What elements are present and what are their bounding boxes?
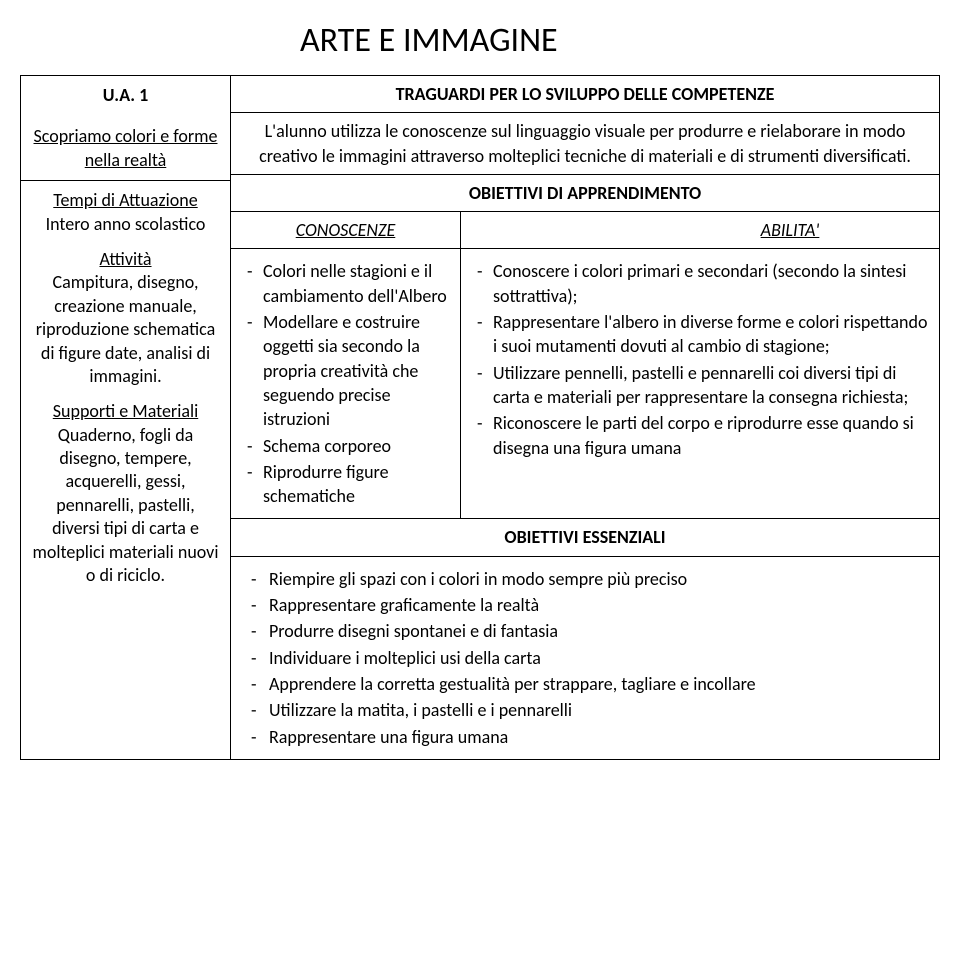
page-title: ARTE E IMMAGINE [20,20,940,61]
list-item: Riconoscere le parti del corpo e riprodu… [475,411,929,460]
ua-cell: U.A. 1 Scopriamo colori e forme nella re… [21,76,230,181]
traguardi-body: L'alunno utilizza le conoscenze sul ling… [231,113,939,175]
supporti-head: Supporti e Materiali [53,400,198,422]
essenziali-list: Riempire gli spazi con i colori in modo … [241,567,929,749]
list-item: Produrre disegni spontanei e di fantasia [245,619,929,643]
list-item: Colori nelle stagioni e il cambiamento d… [245,259,450,308]
supporti-body: Quaderno, fogli da disegno, tempere, acq… [33,424,219,586]
list-item: Conoscere i colori primari e secondari (… [475,259,929,308]
list-item: Schema corporeo [245,434,450,458]
abilita-list: Conoscere i colori primari e secondari (… [471,259,929,459]
supporti-block: Supporti e Materiali Quaderno, fogli da … [31,400,220,587]
list-item: Utilizzare pennelli, pastelli e pennarel… [475,361,929,410]
conoscenze-cell: Colori nelle stagioni e il cambiamento d… [231,249,461,518]
right-column: TRAGUARDI PER LO SVILUPPO DELLE COMPETEN… [231,76,939,759]
abilita-cell: Conoscere i colori primari e secondari (… [461,249,939,518]
obj-apprendimento-head: OBIETTIVI DI APPRENDIMENTO [231,175,939,212]
attivita-body: Campitura, disegno, creazione manuale, r… [36,271,215,387]
traguardi-head: TRAGUARDI PER LO SVILUPPO DELLE COMPETEN… [231,76,939,113]
tempi-body: Intero anno scolastico [46,213,206,235]
con-abi-body-row: Colori nelle stagioni e il cambiamento d… [231,249,939,519]
list-item: Riempire gli spazi con i colori in modo … [245,567,929,591]
list-item: Rappresentare graficamente la realtà [245,593,929,617]
conoscenze-head: CONOSCENZE [241,218,450,242]
abilita-head: ABILITA' [471,218,929,242]
attivita-head: Attività [99,248,151,270]
left-details-cell: Tempi di Attuazione Intero anno scolasti… [21,181,230,607]
list-item: Rappresentare una figura umana [245,725,929,749]
tempi-head: Tempi di Attuazione [53,189,197,211]
attivita-block: Attività Campitura, disegno, creazione m… [31,248,220,388]
conoscenze-list: Colori nelle stagioni e il cambiamento d… [241,259,450,508]
con-abi-head-row: CONOSCENZE ABILITA' [231,212,939,249]
list-item: Individuare i molteplici usi della carta [245,646,929,670]
left-column: U.A. 1 Scopriamo colori e forme nella re… [21,76,231,759]
list-item: Rappresentare l'albero in diverse forme … [475,310,929,359]
tempi-block: Tempi di Attuazione Intero anno scolasti… [31,189,220,236]
essenziali-head: OBIETTIVI ESSENZIALI [231,519,939,556]
main-table: U.A. 1 Scopriamo colori e forme nella re… [20,75,940,760]
list-item: Modellare e costruire oggetti sia second… [245,310,450,431]
list-item: Utilizzare la matita, i pastelli e i pen… [245,698,929,722]
ua-label: U.A. 1 [31,84,220,107]
list-item: Apprendere la corretta gestualità per st… [245,672,929,696]
ua-subtitle: Scopriamo colori e forme nella realtà [31,125,220,172]
essenziali-body: Riempire gli spazi con i colori in modo … [231,557,939,759]
list-item: Riprodurre figure schematiche [245,460,450,509]
